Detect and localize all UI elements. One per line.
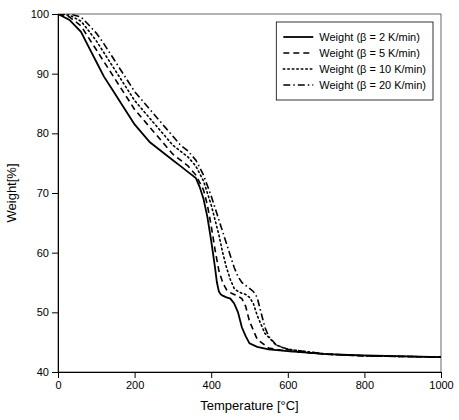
tick-label: 50 xyxy=(37,306,49,318)
tick-mark xyxy=(135,372,136,378)
tick-label: 200 xyxy=(126,379,144,391)
tick-mark xyxy=(52,14,58,15)
tick: 0 xyxy=(55,372,61,391)
tick-label: 100 xyxy=(31,8,49,20)
tick: 800 xyxy=(356,372,374,391)
tick: 600 xyxy=(279,372,297,391)
tick-mark xyxy=(52,133,58,134)
x-axis-title: Temperature [°C] xyxy=(200,398,298,413)
tick: 60 xyxy=(37,247,58,259)
tick-mark xyxy=(52,193,58,194)
tick-mark xyxy=(211,372,212,378)
series-line xyxy=(58,14,441,357)
tick-mark xyxy=(52,74,58,75)
tick-label: 60 xyxy=(37,247,49,259)
tick-label: 0 xyxy=(55,379,61,391)
tick-label: 80 xyxy=(37,127,49,139)
tick: 1000 xyxy=(429,372,453,391)
tick-label: 90 xyxy=(37,68,49,80)
tick: 80 xyxy=(37,127,58,139)
legend: Weight (β = 2 K/min) Weight (β = 5 K/min)… xyxy=(276,22,433,100)
axis-line xyxy=(52,15,59,373)
tick: 200 xyxy=(126,372,144,391)
tick: 90 xyxy=(37,68,58,80)
legend-label: Weight (β = 2 K/min) xyxy=(319,31,420,43)
y-axis: 40 50 60 70 80 90 100 xyxy=(31,8,59,378)
series-line xyxy=(58,14,441,357)
tick-mark xyxy=(52,312,58,313)
tick-label: 70 xyxy=(37,187,49,199)
plot: 0 200 400 600 800 1000 40 50 60 70 80 90 100 Weight (… xyxy=(31,8,454,391)
tick-mark xyxy=(52,253,58,254)
legend-swatch xyxy=(283,84,313,86)
tick-mark xyxy=(52,372,58,373)
legend-label: Weight (β = 20 K/min) xyxy=(319,79,426,91)
lines xyxy=(58,14,441,357)
legend-swatch xyxy=(283,68,313,70)
tick-mark xyxy=(364,372,365,378)
tick-mark xyxy=(288,372,289,378)
tick-mark xyxy=(441,372,442,378)
axis-line xyxy=(59,373,442,379)
tick-label: 600 xyxy=(279,379,297,391)
series-line xyxy=(58,14,441,357)
tick-label: 800 xyxy=(356,379,374,391)
tick: 50 xyxy=(37,306,58,318)
series-line xyxy=(58,14,441,357)
tick-label: 40 xyxy=(37,366,49,378)
chart: 0 200 400 600 800 1000 40 50 60 70 80 90 100 Weight (… xyxy=(0,0,459,420)
legend-label: Weight (β = 10 K/min) xyxy=(319,63,426,75)
legend-label: Weight (β = 5 K/min) xyxy=(319,47,420,59)
tick-label: 1000 xyxy=(429,379,453,391)
y-axis-title: Weight[%] xyxy=(4,163,19,222)
tick: 70 xyxy=(37,187,58,199)
tick: 100 xyxy=(31,8,58,20)
legend-swatch xyxy=(283,36,313,38)
legend-swatch xyxy=(283,52,313,54)
tick-label: 400 xyxy=(203,379,221,391)
x-axis: 0 200 400 600 800 1000 xyxy=(55,372,453,391)
tick: 40 xyxy=(37,366,58,378)
plot-frame xyxy=(58,14,441,372)
legend-frame xyxy=(276,22,433,100)
tick: 400 xyxy=(203,372,221,391)
